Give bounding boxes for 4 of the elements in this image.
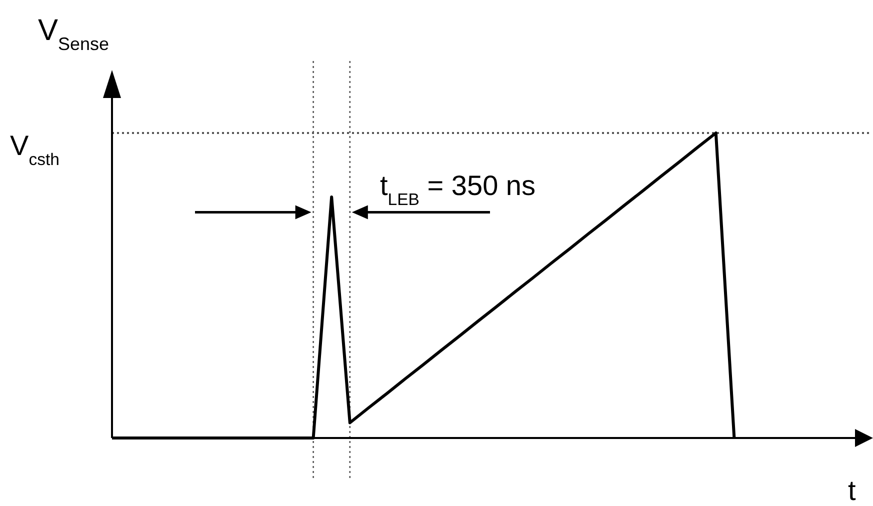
ref-line-label: V$_{csth}$ [10,130,60,168]
y-axis-title: V$_{Sense}$ [38,14,110,54]
x-axis-title: t [848,475,856,506]
annotation: t$_{LEB}$ = 350 ns [380,170,536,208]
